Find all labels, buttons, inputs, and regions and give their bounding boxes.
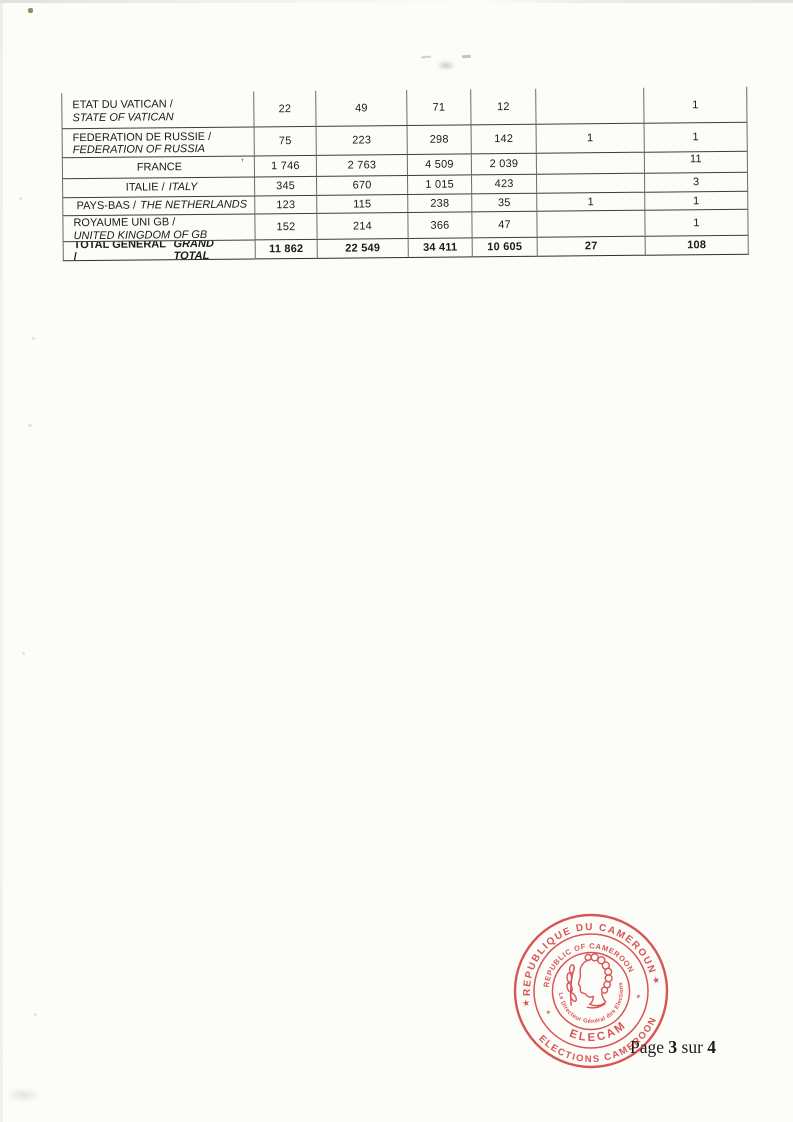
page-word: Page — [630, 1037, 665, 1057]
total-value-cell: 27 — [537, 236, 646, 257]
value-cell: 11 — [644, 151, 749, 174]
value-cell: 2 763 — [316, 154, 409, 177]
elecam-official-stamp: REPUBLIQUE DU CAMEROUN ELECTIONS CAMEROO… — [506, 906, 676, 1076]
country-cell: ROYAUME UNI GB / UNITED KINGDOM OF GB — [62, 214, 256, 243]
total-value-cell: 11 862 — [255, 239, 318, 260]
pencil-smudge — [420, 55, 432, 59]
value-cell: 1 015 — [408, 175, 473, 195]
stamp-graphic: REPUBLIQUE DU CAMEROUN ELECTIONS CAMEROO… — [511, 911, 669, 1075]
country-name-en: STATE OF VATICAN — [72, 110, 174, 124]
value-cell: 1 — [645, 209, 749, 237]
stamp-inner-ring — [551, 951, 631, 1031]
value-cell: 115 — [317, 194, 409, 214]
country-cell: ETAT DU VATICAN / STATE OF VATICAN — [61, 91, 255, 130]
paper-fleck — [22, 652, 25, 655]
value-cell: 152 — [255, 213, 318, 241]
value-cell: 298 — [407, 125, 472, 155]
total-label-fr: TOTAL GENERAL / — [73, 240, 166, 262]
pencil-smudge — [461, 54, 472, 59]
value-cell: 1 — [644, 86, 748, 124]
value-cell: 345 — [255, 176, 318, 197]
portrait-emblem-icon — [566, 953, 613, 1009]
value-cell: 238 — [408, 194, 473, 213]
value-cell: 49 — [316, 89, 408, 127]
value-cell: 123 — [255, 195, 318, 215]
stamp-middle-ring — [533, 933, 649, 1049]
country-name-en: ITALY — [168, 180, 198, 194]
value-cell: 1 746 — [254, 155, 318, 178]
pencil-smudge — [436, 60, 456, 71]
page-separator: sur — [681, 1037, 703, 1057]
value-cell: 1 — [536, 123, 645, 154]
value-cell: 214 — [317, 212, 409, 240]
country-name-en: THE NETHERLANDS — [140, 198, 248, 212]
scan-edge-artifact — [0, 0, 793, 3]
value-cell — [536, 87, 645, 125]
svg-text:REPUBLIQUE DU CAMEROUN: REPUBLIQUE DU CAMEROUN — [511, 911, 658, 998]
paper-fleck — [19, 197, 22, 200]
value-cell: 1 — [645, 191, 749, 211]
page-number: Page 3 sur 4 — [630, 1037, 716, 1058]
country-cell: ITALIE / ITALY — [62, 177, 256, 199]
total-label-en: GRAND TOTAL — [173, 240, 214, 262]
total-value-cell: 10 605 — [472, 237, 538, 258]
ink-speck — [28, 8, 33, 13]
value-cell: 423 — [472, 174, 538, 195]
page-current: 3 — [668, 1037, 678, 1057]
total-value-cell: 22 549 — [317, 238, 409, 259]
paper-fleck — [28, 424, 32, 427]
value-cell: 142 — [471, 124, 537, 155]
value-cell: 2 039 — [471, 153, 538, 176]
paper-fleck — [32, 337, 35, 340]
value-cell: 3 — [645, 172, 749, 193]
country-name-fr: ITALIE / — [125, 181, 165, 194]
page-total: 4 — [707, 1037, 717, 1057]
value-cell — [537, 210, 646, 238]
stamp-outer-ring — [513, 913, 669, 1069]
value-cell — [536, 152, 646, 175]
value-cell: 35 — [472, 193, 538, 213]
star-icon: ✶ — [635, 992, 642, 1001]
value-cell: 1 — [644, 122, 748, 153]
country-cell: FRANCE ’ — [61, 156, 256, 180]
registration-table: ETAT DU VATICAN / STATE OF VATICAN 22 49… — [61, 86, 749, 262]
value-cell: 223 — [316, 125, 408, 156]
paper-smudge — [6, 1088, 40, 1102]
stamp-text-republique: REPUBLIQUE DU CAMEROUN — [511, 911, 658, 998]
paper-fleck — [34, 1013, 37, 1016]
country-name-en: FEDERATION OF RUSSIA — [72, 142, 206, 157]
total-value-cell: 108 — [645, 235, 749, 256]
value-cell: 1 — [537, 192, 646, 212]
stray-mark: ’ — [241, 157, 244, 169]
total-value-cell: 34 411 — [408, 238, 473, 258]
value-cell: 22 — [254, 90, 317, 128]
value-cell: 366 — [408, 212, 473, 239]
value-cell: 47 — [472, 211, 538, 239]
value-cell — [537, 173, 646, 194]
star-icon: ★ — [521, 997, 531, 1008]
value-cell: 670 — [317, 175, 409, 196]
country-cell: FEDERATION DE RUSSIE / FEDERATION OF RUS… — [61, 127, 255, 159]
value-cell: 75 — [254, 126, 317, 157]
value-cell: 71 — [407, 89, 472, 126]
country-name-fr: FRANCE — [136, 160, 183, 174]
value-cell: 12 — [471, 88, 537, 126]
total-label-cell: TOTAL GENERAL / GRAND TOTAL — [62, 240, 256, 262]
country-cell: PAYS-BAS / THE NETHERLANDS — [62, 196, 256, 217]
country-name-fr: PAYS-BAS / — [76, 199, 137, 213]
star-icon: ✶ — [545, 1008, 552, 1017]
value-cell: 4 509 — [407, 154, 473, 176]
scan-edge-artifact — [0, 0, 3, 1122]
star-icon: ★ — [651, 974, 661, 985]
